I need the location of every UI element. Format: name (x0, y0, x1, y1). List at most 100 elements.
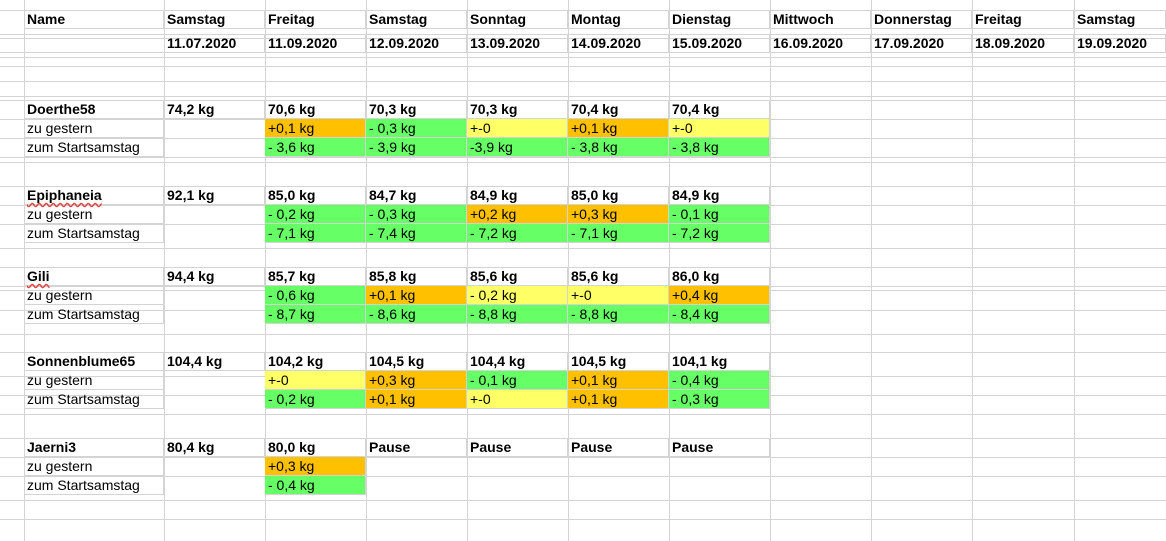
weight-cell[interactable]: 104,4 kg (467, 352, 568, 371)
weight-cell[interactable]: 104,4 kg (164, 352, 265, 371)
header-date-cell[interactable]: 17.09.2020 (871, 34, 972, 53)
row-label-since-start[interactable]: zum Startsamstag (24, 224, 164, 243)
header-date-cell[interactable]: 11.07.2020 (164, 34, 265, 53)
daily-change-cell[interactable]: +-0 (467, 119, 568, 138)
daily-change-cell[interactable]: +0,1 kg (366, 286, 467, 305)
header-date-cell[interactable]: 19.09.2020 (1074, 34, 1166, 53)
person-name-cell[interactable]: Gili (24, 267, 164, 286)
weight-cell[interactable]: 85,0 kg (265, 186, 366, 205)
weight-cell[interactable]: 86,0 kg (669, 267, 770, 286)
daily-change-cell[interactable]: +0,1 kg (568, 119, 669, 138)
daily-change-cell[interactable]: +0,1 kg (265, 119, 366, 138)
daily-change-cell[interactable]: +0,1 kg (568, 371, 669, 390)
daily-change-cell[interactable]: +0,3 kg (366, 371, 467, 390)
weight-cell[interactable]: 85,6 kg (467, 267, 568, 286)
since-start-change-cell[interactable]: - 7,2 kg (467, 224, 568, 243)
weight-cell[interactable]: 70,4 kg (568, 100, 669, 119)
since-start-change-cell[interactable]: -3,9 kg (467, 138, 568, 157)
since-start-change-cell[interactable]: - 0,3 kg (669, 390, 770, 409)
weight-cell[interactable]: 84,7 kg (366, 186, 467, 205)
since-start-change-cell[interactable]: +0,1 kg (568, 390, 669, 409)
header-day-cell[interactable]: Mittwoch (770, 10, 871, 29)
weight-cell[interactable]: Pause (568, 438, 669, 457)
header-date-cell[interactable]: 13.09.2020 (467, 34, 568, 53)
header-day-cell[interactable]: Freitag (265, 10, 366, 29)
daily-change-cell[interactable]: - 0,3 kg (366, 119, 467, 138)
since-start-change-cell[interactable]: - 3,8 kg (669, 138, 770, 157)
weight-cell[interactable]: 104,2 kg (265, 352, 366, 371)
header-day-cell[interactable]: Samstag (366, 10, 467, 29)
header-day-cell[interactable]: Dienstag (669, 10, 770, 29)
daily-change-cell[interactable]: +0,4 kg (669, 286, 770, 305)
header-day-cell[interactable]: Freitag (972, 10, 1074, 29)
daily-change-cell[interactable]: - 0,2 kg (265, 205, 366, 224)
daily-change-cell[interactable]: - 0,3 kg (366, 205, 467, 224)
since-start-change-cell[interactable]: - 8,8 kg (568, 305, 669, 324)
header-day-cell[interactable]: Sonntag (467, 10, 568, 29)
daily-change-cell[interactable]: - 0,1 kg (669, 205, 770, 224)
header-date-cell[interactable]: 12.09.2020 (366, 34, 467, 53)
daily-change-cell[interactable]: +0,3 kg (265, 457, 366, 476)
weight-cell[interactable]: 85,8 kg (366, 267, 467, 286)
weight-cell[interactable]: 92,1 kg (164, 186, 265, 205)
weight-cell[interactable]: 94,4 kg (164, 267, 265, 286)
header-name-cell[interactable]: Name (24, 10, 164, 29)
weight-cell[interactable]: 70,3 kg (366, 100, 467, 119)
row-label-daily[interactable]: zu gestern (24, 119, 164, 138)
weight-cell[interactable]: 84,9 kg (669, 186, 770, 205)
weight-cell[interactable]: 85,0 kg (568, 186, 669, 205)
since-start-change-cell[interactable]: - 7,1 kg (265, 224, 366, 243)
weight-cell[interactable]: 70,6 kg (265, 100, 366, 119)
header-day-cell[interactable]: Donnerstag (871, 10, 972, 29)
daily-change-cell[interactable]: +0,2 kg (467, 205, 568, 224)
daily-change-cell[interactable]: - 0,4 kg (669, 371, 770, 390)
weight-cell[interactable]: 70,4 kg (669, 100, 770, 119)
weight-cell[interactable]: 104,5 kg (366, 352, 467, 371)
weight-cell[interactable]: 85,7 kg (265, 267, 366, 286)
row-label-since-start[interactable]: zum Startsamstag (24, 390, 164, 409)
daily-change-cell[interactable]: +-0 (265, 371, 366, 390)
row-label-daily[interactable]: zu gestern (24, 457, 164, 476)
daily-change-cell[interactable]: +-0 (568, 286, 669, 305)
since-start-change-cell[interactable]: - 8,6 kg (366, 305, 467, 324)
row-label-since-start[interactable]: zum Startsamstag (24, 138, 164, 157)
since-start-change-cell[interactable]: - 8,8 kg (467, 305, 568, 324)
weight-cell[interactable]: 104,5 kg (568, 352, 669, 371)
weight-cell[interactable]: Pause (467, 438, 568, 457)
weight-cell[interactable]: Pause (669, 438, 770, 457)
header-day-cell[interactable]: Samstag (164, 10, 265, 29)
since-start-change-cell[interactable]: - 7,2 kg (669, 224, 770, 243)
weight-cell[interactable]: 84,9 kg (467, 186, 568, 205)
weight-cell[interactable]: 80,0 kg (265, 438, 366, 457)
weight-cell[interactable]: 80,4 kg (164, 438, 265, 457)
since-start-change-cell[interactable]: - 3,6 kg (265, 138, 366, 157)
since-start-change-cell[interactable]: - 3,8 kg (568, 138, 669, 157)
weight-cell[interactable]: Pause (366, 438, 467, 457)
row-label-daily[interactable]: zu gestern (24, 371, 164, 390)
since-start-change-cell[interactable]: - 7,1 kg (568, 224, 669, 243)
weight-cell[interactable]: 74,2 kg (164, 100, 265, 119)
person-name-cell[interactable]: Epiphaneia (24, 186, 164, 205)
header-date-cell[interactable]: 16.09.2020 (770, 34, 871, 53)
row-label-since-start[interactable]: zum Startsamstag (24, 476, 164, 495)
header-date-cell[interactable]: 14.09.2020 (568, 34, 669, 53)
daily-change-cell[interactable]: +-0 (669, 119, 770, 138)
since-start-change-cell[interactable]: - 8,4 kg (669, 305, 770, 324)
header-date-cell[interactable]: 18.09.2020 (972, 34, 1074, 53)
since-start-change-cell[interactable]: +0,1 kg (366, 390, 467, 409)
daily-change-cell[interactable]: +0,3 kg (568, 205, 669, 224)
header-date-cell[interactable]: 15.09.2020 (669, 34, 770, 53)
daily-change-cell[interactable]: - 0,2 kg (467, 286, 568, 305)
since-start-change-cell[interactable]: +-0 (467, 390, 568, 409)
row-label-daily[interactable]: zu gestern (24, 205, 164, 224)
since-start-change-cell[interactable]: - 3,9 kg (366, 138, 467, 157)
row-label-daily[interactable]: zu gestern (24, 286, 164, 305)
header-date-cell[interactable]: 11.09.2020 (265, 34, 366, 53)
person-name-cell[interactable]: Jaerni3 (24, 438, 164, 457)
header-day-cell[interactable]: Montag (568, 10, 669, 29)
since-start-change-cell[interactable]: - 0,2 kg (265, 390, 366, 409)
daily-change-cell[interactable]: - 0,6 kg (265, 286, 366, 305)
daily-change-cell[interactable]: - 0,1 kg (467, 371, 568, 390)
since-start-change-cell[interactable]: - 7,4 kg (366, 224, 467, 243)
